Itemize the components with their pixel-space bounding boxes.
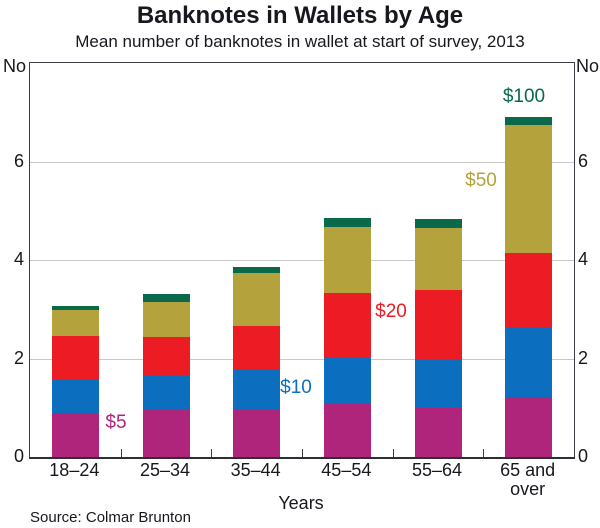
bar-segment-50-cat2 xyxy=(233,272,281,326)
bar-segment-20-cat4 xyxy=(414,289,462,360)
bar-segment-50-cat5 xyxy=(505,124,553,254)
bar-segment-20-cat2 xyxy=(233,325,281,371)
series-label-100: $100 xyxy=(502,86,546,107)
y-tick-label-right-4: 4 xyxy=(578,249,589,269)
series-label-10: $10 xyxy=(280,377,312,398)
bar-segment-100-cat4 xyxy=(414,219,462,228)
bar-segment-5-cat4 xyxy=(414,407,462,457)
bar-segment-10-cat4 xyxy=(414,360,462,408)
bar-segment-20-cat0 xyxy=(51,335,99,380)
source-note: Source: Colmar Brunton xyxy=(30,509,191,526)
bar-segment-100-cat5 xyxy=(505,116,553,125)
bar-segment-10-cat0 xyxy=(51,379,99,414)
bar-segment-100-cat0 xyxy=(51,305,99,310)
bar-segment-20-cat3 xyxy=(323,292,371,359)
x-tick-label-2: 35–44 xyxy=(230,460,281,480)
x-tick-label-4: 55–64 xyxy=(411,460,463,480)
x-tick-label-5: 65 and over xyxy=(500,460,556,499)
series-label-5: $5 xyxy=(105,412,127,433)
bar-segment-50-cat1 xyxy=(142,301,190,337)
bar-segment-100-cat1 xyxy=(142,294,190,302)
y-tick-label-left-2: 2 xyxy=(13,347,24,368)
chart-subtitle: Mean number of banknotes in wallet at st… xyxy=(75,32,525,51)
x-axis-boundary-tick xyxy=(211,449,213,457)
y-axis-unit-left: No xyxy=(3,56,27,76)
x-axis-title: Years xyxy=(278,493,324,513)
x-axis-boundary-tick xyxy=(392,449,394,457)
bar-segment-5-cat0 xyxy=(51,413,99,457)
gridline-y2 xyxy=(30,358,574,360)
bar-segment-50-cat3 xyxy=(323,227,371,293)
bar-segment-10-cat2 xyxy=(233,370,281,411)
x-tick-label-1: 25–34 xyxy=(139,460,191,480)
bar-segment-5-cat2 xyxy=(233,410,281,457)
x-axis-boundary-tick xyxy=(483,449,485,457)
y-tick-label-right-0: 0 xyxy=(578,446,589,466)
bar-segment-20-cat5 xyxy=(505,253,553,327)
series-label-50: $50 xyxy=(465,170,497,191)
bar-segment-20-cat1 xyxy=(142,336,190,376)
gridline-y6 xyxy=(30,161,574,163)
bar-segment-100-cat3 xyxy=(323,218,371,228)
series-label-20: $20 xyxy=(375,301,407,322)
y-tick-label-left-0: 0 xyxy=(13,446,24,466)
bar-segment-50-cat4 xyxy=(414,228,462,290)
y-tick-label-left-4: 4 xyxy=(13,249,24,269)
bar-segment-10-cat3 xyxy=(323,358,371,404)
x-tick-label-0: 18–24 xyxy=(49,460,100,480)
gridline-y4 xyxy=(30,260,574,261)
bar-segment-5-cat3 xyxy=(323,403,371,457)
plot-area xyxy=(29,62,575,459)
bar-segment-5-cat5 xyxy=(505,397,553,457)
bar-segment-5-cat1 xyxy=(142,410,190,457)
y-tick-label-right-6: 6 xyxy=(578,150,589,171)
chart-title: Banknotes in Wallets by Age xyxy=(136,2,464,29)
x-tick-label-3: 45–54 xyxy=(321,460,372,480)
y-tick-label-right-2: 2 xyxy=(578,347,589,368)
bar-segment-100-cat2 xyxy=(233,266,281,273)
y-axis-unit-right: No xyxy=(576,56,600,76)
y-tick-label-left-6: 6 xyxy=(13,150,24,171)
bar-segment-10-cat5 xyxy=(505,326,553,398)
bar-segment-50-cat0 xyxy=(51,309,99,336)
x-axis-boundary-tick xyxy=(302,449,303,457)
bar-segment-10-cat1 xyxy=(142,375,190,411)
x-axis-boundary-tick xyxy=(120,449,122,457)
